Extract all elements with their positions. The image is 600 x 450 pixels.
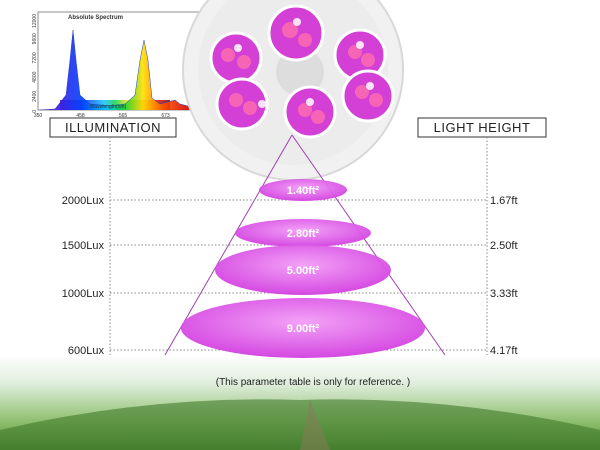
spectrum-x-tick: 565 xyxy=(119,113,128,119)
spectrum-curve xyxy=(39,29,207,111)
coverage-area xyxy=(181,298,425,358)
spectrum-x-tick: 673 xyxy=(161,113,170,119)
height-label: 1.67ft xyxy=(490,195,518,207)
coverage-area xyxy=(215,245,391,295)
area-label: 9.00ft² xyxy=(287,323,320,335)
spectrum-x-tick: 350 xyxy=(34,113,43,119)
illumination-label: 1500Lux xyxy=(62,240,105,252)
spectrum-y-tick: 2400 xyxy=(32,91,38,102)
grass-row xyxy=(0,399,600,450)
illumination-label: 600Lux xyxy=(68,345,105,357)
light-cone xyxy=(164,134,446,356)
reference-note: (This parameter table is only for refere… xyxy=(216,377,411,388)
coverage-area xyxy=(259,179,347,201)
illumination-label: 1000Lux xyxy=(62,288,105,300)
illumination-box xyxy=(49,117,177,138)
spectrum-y-tick: 7200 xyxy=(32,52,38,63)
area-label: 1.40ft² xyxy=(287,185,320,197)
spectrum-y-tick: 4800 xyxy=(32,71,38,82)
illumination-header: ILLUMINATION xyxy=(65,120,161,135)
spectrum-y-tick: 9600 xyxy=(32,33,38,44)
spectrum-band xyxy=(60,100,170,110)
area-label: 5.00ft² xyxy=(287,265,320,277)
lamp xyxy=(182,0,404,181)
illumination-label: 2000Lux xyxy=(62,195,105,207)
height-header: LIGHT HEIGHT xyxy=(434,120,531,135)
spectrum-y-tick: 0 xyxy=(32,110,38,113)
coverage-area xyxy=(235,219,371,247)
height-label: 2.50ft xyxy=(490,240,518,252)
height-label: 4.17ft xyxy=(490,345,518,357)
height-box xyxy=(417,117,547,138)
height-label: 3.33ft xyxy=(490,288,518,300)
spectrum-x-tick: 458 xyxy=(76,113,85,119)
path xyxy=(300,400,330,450)
spectrum-x-label: Wavelength(nm) xyxy=(90,104,127,110)
spectrum-title: Absolute Spectrum xyxy=(68,15,123,21)
area-label: 2.80ft² xyxy=(287,228,320,240)
spectrum-y-tick: 12000 xyxy=(32,14,38,28)
